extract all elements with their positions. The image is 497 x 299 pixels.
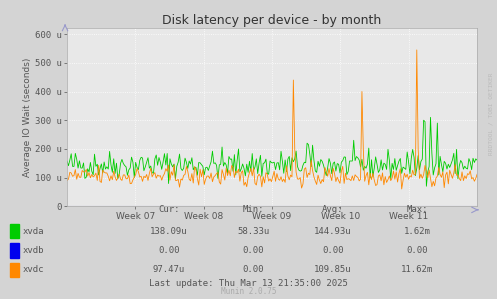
Text: 97.47u: 97.47u	[153, 266, 185, 274]
Text: xvda: xvda	[22, 227, 44, 236]
Text: 0.00: 0.00	[243, 246, 264, 255]
Text: xvdc: xvdc	[22, 266, 44, 274]
Text: 144.93u: 144.93u	[314, 227, 352, 236]
Text: 138.09u: 138.09u	[150, 227, 188, 236]
Text: 109.85u: 109.85u	[314, 266, 352, 274]
Text: 0.00: 0.00	[407, 246, 428, 255]
Text: 58.33u: 58.33u	[238, 227, 269, 236]
Text: Avg:: Avg:	[322, 205, 344, 214]
Text: Munin 2.0.75: Munin 2.0.75	[221, 287, 276, 296]
Text: Last update: Thu Mar 13 21:35:00 2025: Last update: Thu Mar 13 21:35:00 2025	[149, 279, 348, 288]
Text: 1.62m: 1.62m	[404, 227, 431, 236]
Text: Max:: Max:	[407, 205, 428, 214]
Text: Min:: Min:	[243, 205, 264, 214]
Text: Cur:: Cur:	[158, 205, 180, 214]
Text: RRDTOOL / TOBI OETIKER: RRDTOOL / TOBI OETIKER	[488, 72, 493, 155]
Title: Disk latency per device - by month: Disk latency per device - by month	[163, 14, 382, 27]
Text: xvdb: xvdb	[22, 246, 44, 255]
Text: 0.00: 0.00	[158, 246, 180, 255]
Y-axis label: Average IO Wait (seconds): Average IO Wait (seconds)	[23, 58, 32, 177]
Text: 11.62m: 11.62m	[402, 266, 433, 274]
Text: 0.00: 0.00	[243, 266, 264, 274]
Text: 0.00: 0.00	[322, 246, 344, 255]
